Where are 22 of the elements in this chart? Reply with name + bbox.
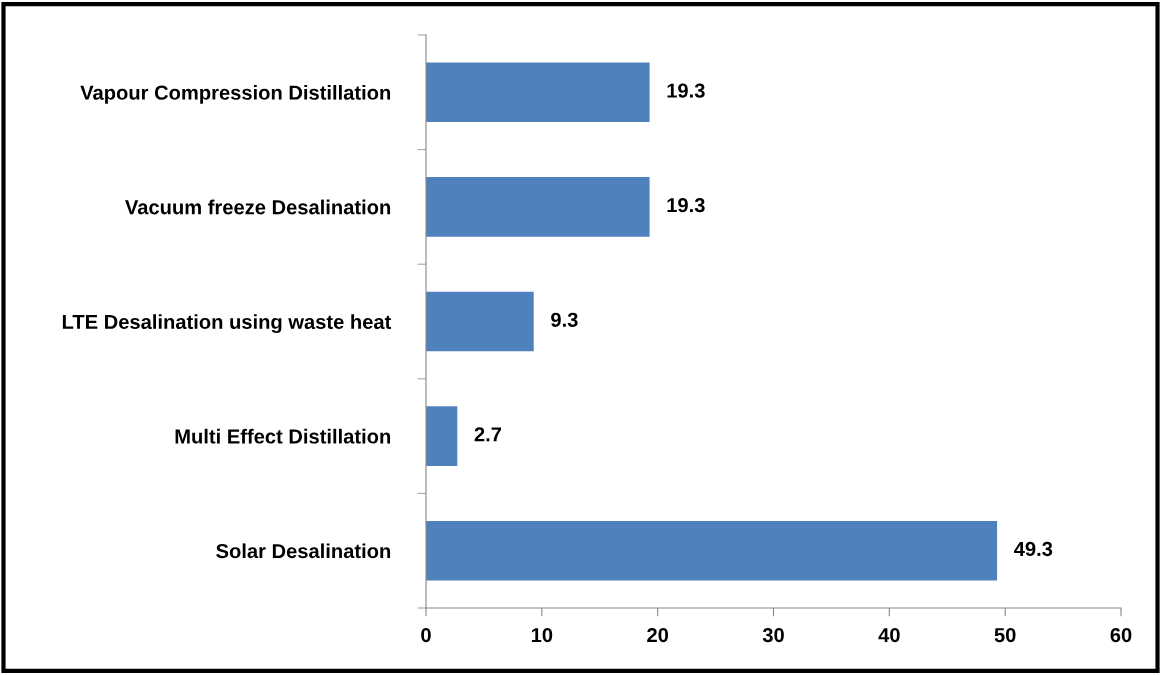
- y-tick-label: Multi Effect Distillation: [175, 428, 391, 444]
- x-tick-label: 0: [421, 627, 431, 643]
- x-tick-label: 40: [878, 627, 900, 643]
- data-label: 19.3: [667, 83, 705, 98]
- y-tick-label: Vapour Compression Distillation: [80, 85, 391, 104]
- data-label: 19.3: [667, 198, 705, 213]
- bar: [426, 291, 534, 352]
- y-tick-label: Solar Desalination: [216, 543, 391, 559]
- y-tick-label: LTE Desalination using waste heat: [62, 314, 392, 334]
- y-tick-label: Vacuum freeze Desalination: [125, 199, 391, 215]
- data-label: 49.3: [1014, 541, 1053, 557]
- bar: [426, 177, 650, 237]
- x-tick-label: 50: [994, 627, 1016, 643]
- x-tick-label: 10: [531, 627, 553, 643]
- bar: [426, 406, 458, 466]
- x-tick-label: 20: [647, 627, 669, 643]
- x-tick-label: 30: [762, 627, 784, 643]
- bar: [426, 520, 998, 581]
- bar: [426, 62, 650, 123]
- data-label: 2.7: [474, 427, 502, 442]
- x-tick-label: 60: [1110, 627, 1132, 643]
- data-label: 9.3: [551, 312, 578, 327]
